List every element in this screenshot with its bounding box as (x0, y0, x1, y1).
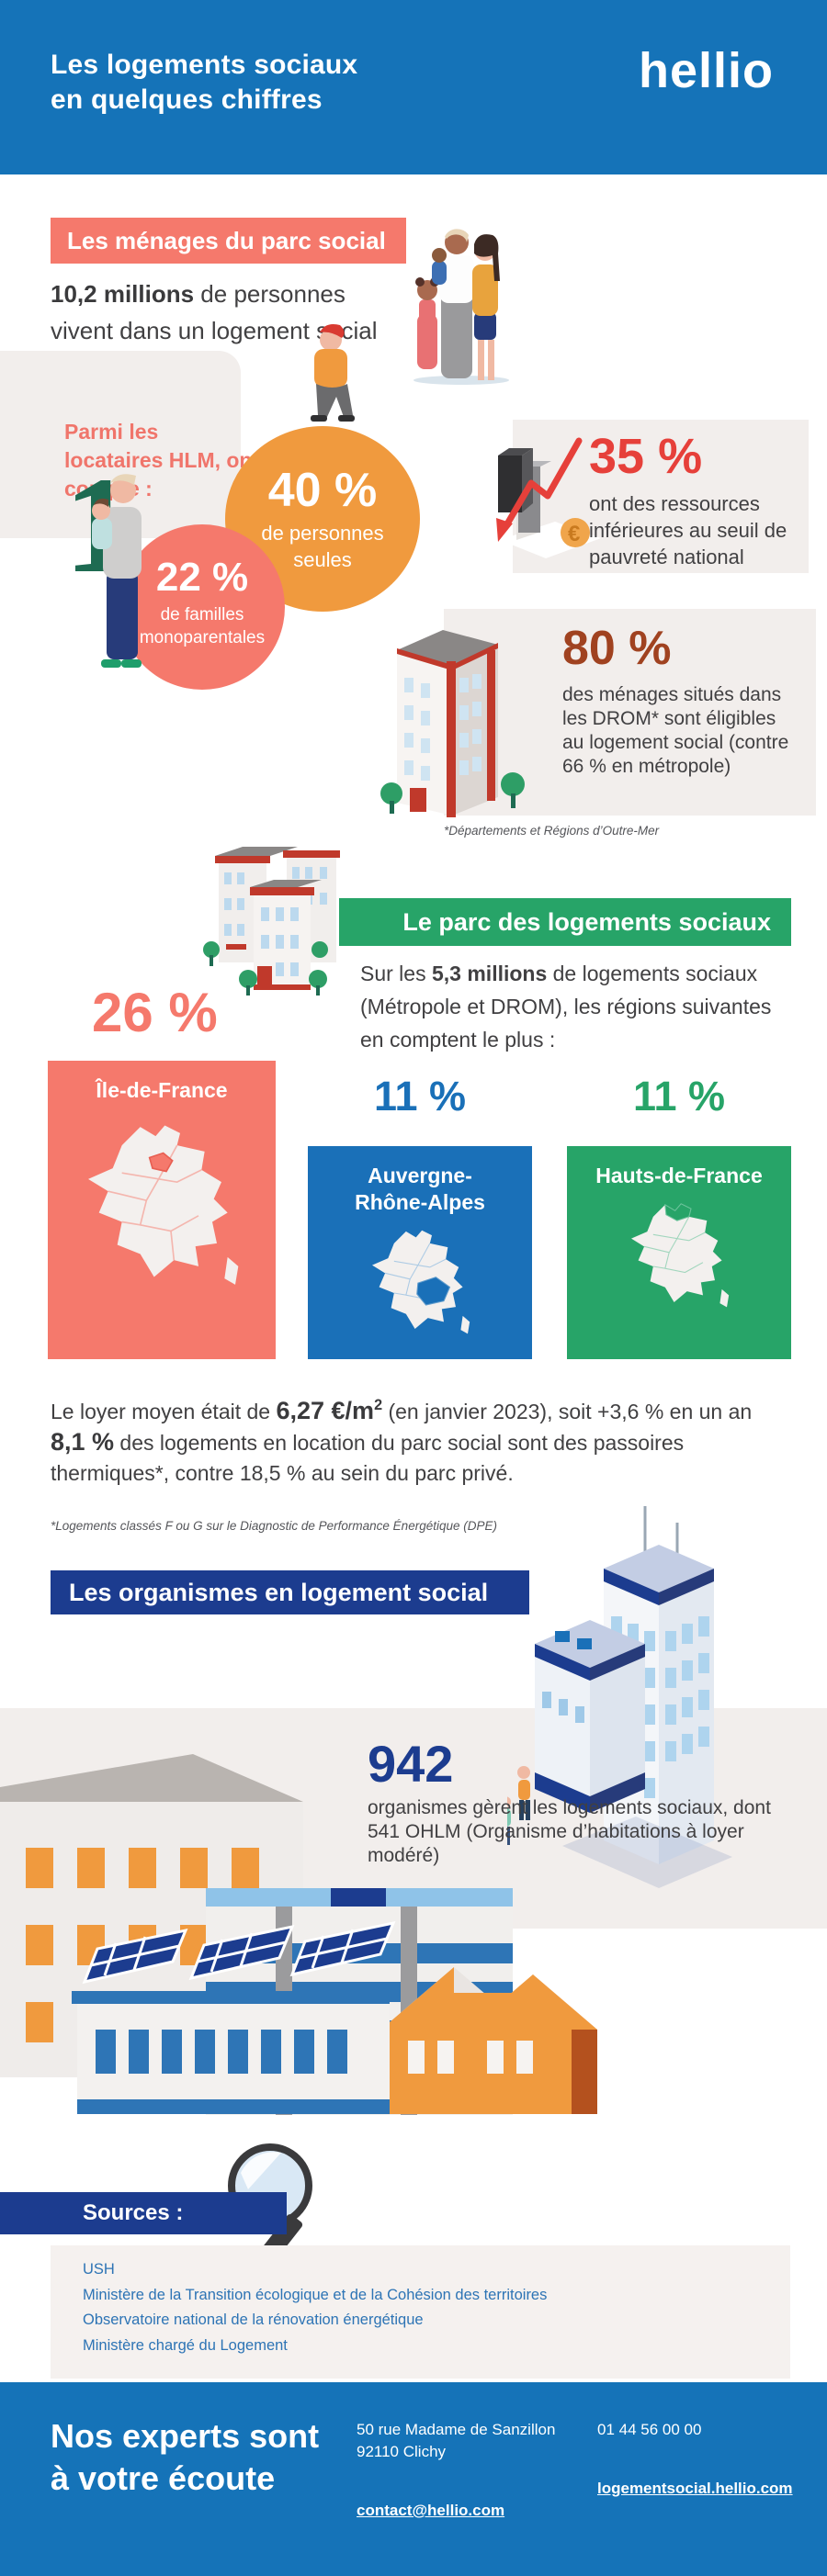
section-banner-organismes: Les organismes en logement social (51, 1570, 529, 1614)
poverty-chart-icon: € (496, 437, 601, 558)
section-banner-parc-label: Le parc des logements sociaux (402, 907, 771, 936)
region-card-hauts-de-france: Hauts-de-France (567, 1146, 791, 1359)
page-title: Les logements sociaux en quelques chiffr… (51, 48, 357, 118)
towers-illustration (203, 847, 340, 996)
stat-organismes-text: organismes gèrent les logements sociaux,… (368, 1797, 771, 1866)
stat-passoires-value: 8,1 % (51, 1428, 115, 1456)
france-map-idf (88, 1125, 239, 1285)
france-map-hdf (631, 1203, 730, 1308)
stat-personnes-seules-label: de personnes seules (261, 522, 384, 571)
page-title-line1: Les logements sociaux (51, 50, 358, 80)
section-banner-organismes-label: Les organismes en logement social (69, 1578, 489, 1606)
region-card-hauts-de-france-label: Hauts-de-France (595, 1164, 763, 1187)
svg-text:€: € (568, 522, 580, 546)
section-banner-parc: Le parc des logements sociaux (339, 898, 791, 946)
stat-5-3-millions: 5,3 millions (431, 962, 548, 985)
stat-drom-value: 80 % (562, 622, 672, 675)
stat-familles-monoparentales: 22 % de familles monoparentales (119, 524, 285, 690)
stat-organismes-count: 942 (368, 1735, 454, 1793)
parent-child-illustration: 1 (64, 449, 142, 668)
footnote-dpe: *Logements classés F ou G sur le Diagnos… (51, 1519, 497, 1533)
stat-pauvrete-value: 35 % (589, 429, 703, 484)
page-title-line2: en quelques chiffres (51, 84, 323, 115)
section-banner-menages-label: Les ménages du parc social (67, 226, 386, 254)
parmi-label: Parmi les locataires HLM, on compte : (64, 420, 253, 501)
section-banner-menages: Les ménages du parc social (51, 218, 406, 264)
stat-familles-monoparentales-label: de familles monoparentales (139, 605, 266, 647)
stat-hdf-value: 11 % (632, 1073, 726, 1119)
loyer-paragraph: Le loyer moyen était de 6,27 €/m2 (en ja… (51, 1397, 753, 1485)
building-illustration (380, 630, 525, 817)
section-banner-sources-label: Sources : (83, 2200, 184, 2225)
stat-familles-monoparentales-value: 22 % (155, 555, 249, 600)
footer: Nos experts sont à votre écoute 50 rue M… (0, 2382, 827, 2576)
parc-intro: Sur les 5,3 millions de logements sociau… (360, 962, 772, 1052)
hellio-logo: hellio (638, 43, 774, 98)
footer-address-line1: 50 rue Madame de Sanzillon (357, 2421, 556, 2438)
footer-address-line2: 92110 Clichy (357, 2443, 447, 2460)
stat-drom-text: des ménages situés dans les DROM* sont é… (562, 684, 789, 777)
header: Les logements sociaux en quelques chiffr… (0, 0, 827, 174)
stat-loyer-value: 6,27 €/m2 (276, 1397, 383, 1424)
region-card-ile-de-france-label: Île-de-France (96, 1078, 228, 1102)
stat-10-2-millions-value: 10,2 millions (51, 280, 195, 308)
stat-personnes-seules-value: 40 % (267, 464, 378, 517)
footnote-drom: *Départements et Régions d’Outre-Mer (444, 824, 660, 838)
stat-pauvrete-text: ont des ressources inférieures au seuil … (589, 492, 787, 568)
footer-contact-block: 01 44 56 00 00 logementsocial.hellio.com (597, 2419, 809, 2500)
footer-email-link[interactable]: contact@hellio.com (357, 2502, 505, 2519)
sources-list: USH Ministère de la Transition écologiqu… (83, 2257, 763, 2358)
footer-phone: 01 44 56 00 00 (597, 2421, 702, 2438)
region-card-auvergne-rhone-alpes: Auvergne-Rhône-Alpes (308, 1146, 532, 1359)
sitting-man-illustration (311, 324, 355, 422)
factory-illustration (0, 1754, 597, 2115)
region-card-ile-de-france: Île-de-France (48, 1061, 276, 1359)
section-banner-sources: Sources : (0, 2192, 287, 2234)
footer-website-link[interactable]: logementsocial.hellio.com (597, 2480, 793, 2497)
region-card-auvergne-rhone-alpes-label: Auvergne-Rhône-Alpes (355, 1164, 485, 1214)
source-link-observatoire[interactable]: Observatoire national de la rénovation é… (83, 2312, 424, 2328)
skyscraper-illustration (507, 1506, 732, 1888)
footer-heading: Nos experts sont à votre écoute (51, 2417, 320, 2497)
family-illustration (414, 229, 509, 385)
sources-card (51, 2245, 790, 2379)
stat-idf-value: 26 % (92, 982, 218, 1043)
footer-address-block: 50 rue Madame de Sanzillon 92110 Clichy … (357, 2419, 577, 2522)
stat-ara-value: 11 % (373, 1073, 467, 1119)
source-link-ministere-transition[interactable]: Ministère de la Transition écologique et… (83, 2286, 548, 2303)
source-link-ush[interactable]: USH (83, 2261, 115, 2278)
source-link-ministere-logement[interactable]: Ministère chargé du Logement (83, 2336, 288, 2354)
france-map-ara (372, 1230, 470, 1334)
